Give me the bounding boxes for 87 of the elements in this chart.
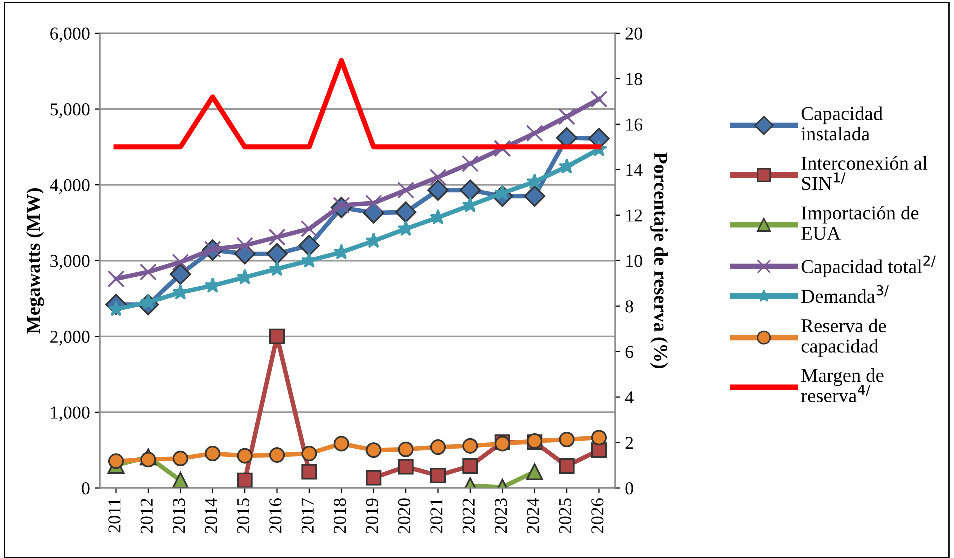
y-tick-label: 6,000 — [50, 28, 90, 43]
x-tick-label: 2021 — [430, 499, 443, 534]
x-tick-label: 2016 — [270, 498, 282, 534]
point — [366, 442, 382, 458]
y-tick-label: 4,000 — [50, 179, 90, 194]
point — [462, 458, 478, 474]
y2-tick-label: 4 — [625, 392, 634, 404]
y2-axis-title: Porcentaje de reserva (%) — [650, 152, 668, 368]
point — [526, 124, 544, 142]
x-tick-label: 2011 — [108, 499, 121, 533]
point — [559, 432, 575, 448]
y2-tick-label: 12 — [626, 210, 642, 222]
point — [398, 442, 414, 458]
point — [237, 472, 253, 488]
y2-tick-label: 20 — [626, 28, 642, 40]
point — [298, 235, 320, 256]
point — [269, 328, 286, 344]
x-tick-label: 2023 — [494, 498, 508, 534]
x-tick-label: 2017 — [302, 498, 314, 534]
point — [591, 430, 608, 446]
y2-tick-label: 2 — [626, 437, 634, 450]
x-tick-label: 2013 — [173, 498, 186, 534]
y-tick-label: 2,000 — [50, 330, 90, 346]
x-tick-label: 2018 — [334, 498, 346, 534]
x-tick-label: 2020 — [398, 498, 411, 534]
point — [237, 448, 253, 464]
point — [398, 459, 414, 475]
y2-tick-label: 0 — [626, 482, 634, 495]
point — [430, 440, 446, 456]
point — [430, 168, 447, 186]
point — [172, 254, 190, 271]
point — [266, 243, 288, 265]
point — [590, 90, 608, 108]
point — [395, 202, 417, 224]
x-tick-label: 2019 — [366, 498, 378, 534]
x-tick-label: 2026 — [592, 498, 604, 534]
point — [558, 108, 576, 126]
point — [269, 448, 286, 464]
legend-label: Capacidad instalada — [801, 106, 883, 141]
point — [460, 180, 482, 202]
point — [428, 180, 449, 202]
point — [559, 458, 575, 474]
y-tick-label: 1,000 — [51, 406, 90, 422]
legend-label: Reserva de capacidad — [802, 318, 886, 357]
legend-label: Demanda$^{3/}$ — [802, 285, 889, 304]
point — [302, 446, 318, 462]
y2-tick-label: 6 — [626, 346, 634, 358]
point — [205, 446, 221, 462]
x-tick-label: 2015 — [237, 498, 250, 534]
point — [302, 464, 318, 480]
legend-label: Margen de reserva$^{4/}$ — [801, 368, 884, 403]
x-tick-label: 2012 — [140, 498, 153, 534]
point — [108, 454, 124, 470]
point — [398, 182, 415, 199]
point — [524, 186, 546, 208]
point — [108, 270, 125, 288]
point — [300, 220, 318, 238]
x-tick-label: 2014 — [205, 498, 218, 534]
point — [140, 264, 158, 281]
point — [366, 470, 382, 486]
x-tick-label: 2022 — [462, 498, 475, 534]
y-tick-label: 5,000 — [50, 104, 90, 118]
point — [334, 436, 350, 452]
point — [172, 450, 188, 466]
point — [170, 264, 192, 286]
y-axis-title: Megawatts (MW) — [26, 188, 44, 334]
y2-tick-label: 10 — [626, 255, 642, 268]
point — [365, 194, 382, 212]
legend-label: Capacidad total$^{2/}$ — [802, 256, 936, 278]
x-tick-label: 2024 — [527, 498, 540, 534]
point — [526, 463, 544, 480]
y-tick-label: 0 — [82, 482, 90, 495]
point — [268, 228, 286, 246]
legend-label: Importación de EUA — [802, 206, 919, 240]
x-tick-label: 2025 — [559, 498, 572, 534]
y-tick-label: 3,000 — [50, 255, 90, 270]
point — [462, 438, 478, 454]
legend-label: Interconexión al SIN$^{1/}$ — [802, 156, 928, 190]
point — [140, 452, 156, 468]
y2-tick-label: 16 — [626, 118, 643, 131]
y2-tick-label: 8 — [626, 300, 634, 313]
point — [462, 155, 479, 172]
y2-tick-label: 18 — [626, 73, 642, 86]
point — [430, 468, 446, 484]
point — [172, 284, 189, 300]
y2-tick-label: 14 — [626, 164, 643, 176]
point — [558, 158, 576, 174]
